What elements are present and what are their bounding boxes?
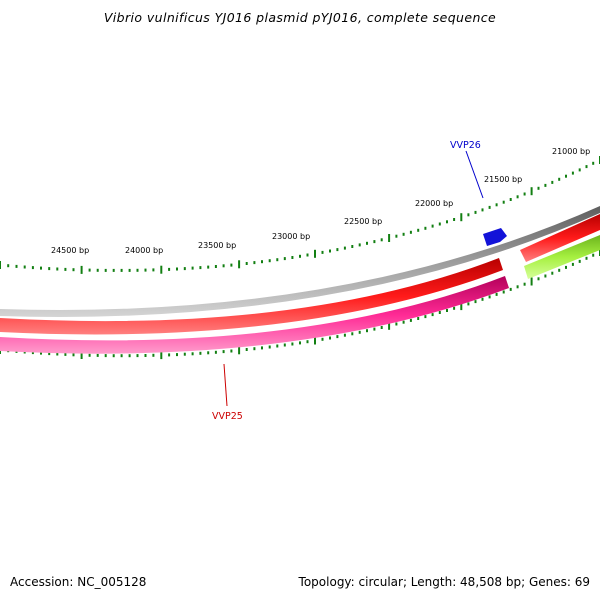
ruler-label-23000: 23000 bp (272, 232, 310, 241)
accession-text: Accession: NC_005128 (10, 575, 147, 589)
reverse-gene-arrow-tip[interactable] (520, 214, 600, 262)
forward-gene-strand-two[interactable] (0, 276, 509, 354)
outer-ruler (0, 156, 600, 274)
ruler-label-21500: 21500 bp (484, 175, 522, 184)
ruler-label-24500: 24500 bp (51, 246, 89, 255)
ruler-label-22000: 22000 bp (415, 199, 453, 208)
inner-ruler (0, 248, 600, 360)
sequence-backbone (0, 206, 600, 317)
reverse-gene-vvp25[interactable] (0, 258, 503, 335)
ruler-label-21000: 21000 bp (552, 147, 590, 156)
ruler-labels: 21000 bp 21500 bp 22000 bp 22500 bp 2300… (51, 147, 590, 255)
gene-label-vvp25[interactable]: VVP25 (212, 411, 243, 422)
gene-label-vvp26[interactable]: VVP26 (450, 140, 481, 151)
feature-tracks (0, 206, 600, 354)
ruler-label-23500: 23500 bp (198, 241, 236, 250)
forward-gene-arrow-green[interactable] (524, 235, 600, 279)
vvp26-leader-line (465, 150, 484, 199)
topology-summary: Topology: circular; Length: 48,508 bp; G… (298, 575, 590, 589)
ruler-label-24000: 24000 bp (125, 246, 163, 255)
vvp25-leader-line (223, 363, 228, 407)
gene-labels: VVP26 VVP25 (212, 140, 484, 422)
labeled-gene-vvp26[interactable] (483, 228, 507, 246)
ruler-label-22500: 22500 bp (344, 217, 382, 226)
map-title: Vibrio vulnificus YJ016 plasmid pYJ016, … (103, 10, 497, 25)
